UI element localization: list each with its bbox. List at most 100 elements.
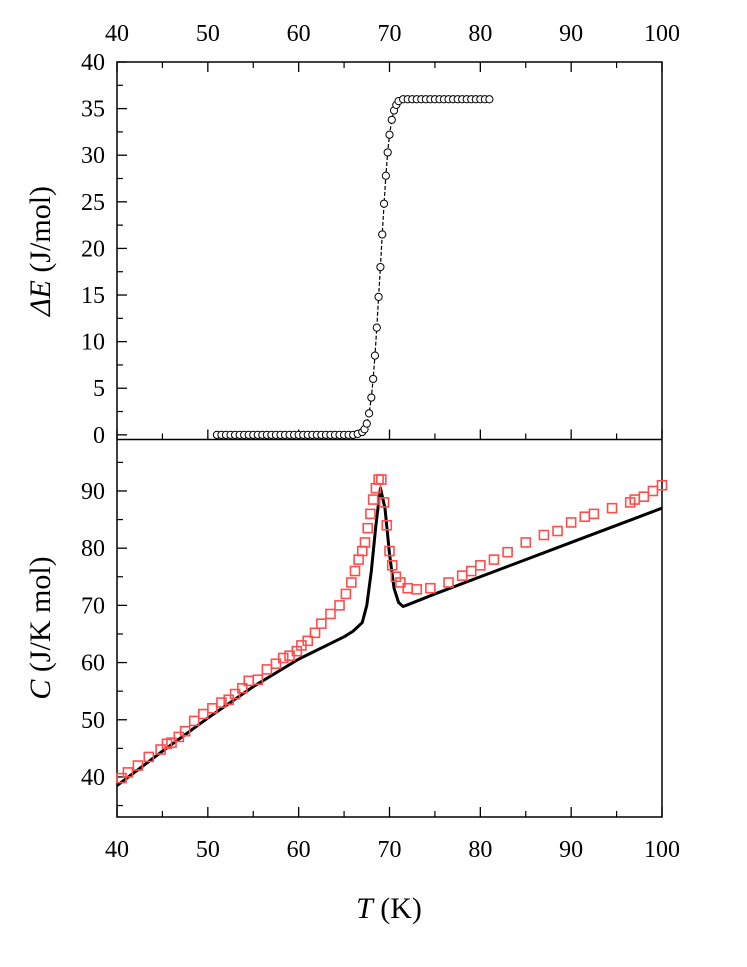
heat-capacity-data-point (588, 508, 600, 520)
delta-e-point (385, 130, 394, 139)
top-y-tick-label: 35 (81, 97, 105, 123)
x-tick-label-bottom: 60 (287, 837, 311, 863)
heat-capacity-data-point (132, 760, 144, 771)
heat-capacity-data-point (316, 618, 327, 629)
heat-capacity-data-point (356, 545, 368, 557)
top-panel-data (212, 95, 494, 439)
delta-e-point (362, 419, 371, 428)
delta-e-point (374, 292, 383, 301)
x-tick-label-top: 80 (468, 21, 492, 47)
top-ylabel-unit: (J/mol) (24, 186, 57, 280)
x-tick-label-bottom: 80 (468, 837, 492, 863)
heat-capacity-data-point (488, 554, 500, 565)
x-tick-label-bottom: 40 (105, 837, 129, 863)
heat-capacity-data-point (367, 494, 379, 505)
heat-capacity-data-point (302, 635, 314, 647)
top-y-tick-label: 5 (93, 376, 105, 402)
top-panel-y-axis-label: ΔE (J/mol) (24, 186, 57, 317)
bottom-panel-y-axis-label: C (J/K mol) (24, 556, 57, 699)
heat-capacity-data-point (325, 608, 336, 620)
heat-capacity-data-point (647, 485, 659, 497)
heat-capacity-data-point (207, 703, 218, 714)
heat-capacity-data-point (353, 554, 364, 565)
x-tick-label-top: 40 (105, 21, 129, 47)
x-tick-label-top: 100 (644, 21, 680, 47)
heat-capacity-data-point (252, 674, 264, 686)
delta-e-point (376, 262, 385, 272)
bottom-y-tick-label: 40 (81, 765, 105, 791)
heat-capacity-data-point (229, 688, 241, 700)
heat-capacity-data-point (425, 582, 436, 594)
heat-capacity-data-point (155, 744, 166, 755)
heat-capacity-data-point (502, 546, 513, 558)
bottom-y-tick-label: 70 (81, 593, 105, 619)
heat-capacity-data-point (579, 511, 591, 523)
xlabel-main: T (356, 892, 375, 925)
bottom-ylabel-unit: (J/K mol) (24, 556, 57, 679)
heat-capacity-data-point (122, 767, 134, 778)
heat-capacity-data-point (237, 683, 248, 694)
heat-capacity-data-point (188, 715, 200, 727)
heat-capacity-data-point (365, 508, 376, 520)
heat-capacity-data-point (359, 537, 371, 548)
heat-capacity-data-point (378, 497, 390, 508)
x-tick-label-top: 50 (196, 21, 220, 47)
bottom-y-tick-label: 80 (81, 536, 105, 562)
bottom-y-tick-label: 50 (81, 708, 105, 734)
delta-e-point (383, 148, 392, 157)
heat-capacity-data-point (173, 731, 185, 743)
heat-capacity-data-point (465, 565, 477, 577)
heat-capacity-calculated-line (116, 486, 663, 787)
heat-capacity-data-point (362, 522, 374, 534)
x-tick-label-bottom: 100 (644, 837, 680, 863)
delta-e-point (364, 409, 374, 418)
delta-e-point (379, 199, 389, 208)
top-y-tick-label: 0 (93, 423, 105, 449)
heat-capacity-data-point (381, 519, 393, 531)
delta-e-point (369, 374, 378, 384)
delta-e-point (387, 115, 396, 124)
heat-capacity-data-point (216, 697, 227, 708)
xlabel-unit: (K) (373, 892, 422, 925)
bottom-panel-data (116, 474, 668, 787)
heat-capacity-data-point (340, 588, 352, 600)
heat-capacity-data-point (656, 479, 668, 491)
heat-capacity-data-point (346, 577, 357, 588)
delta-e-point (485, 95, 494, 104)
heat-capacity-data-point (411, 584, 423, 595)
heat-capacity-data-point (143, 751, 155, 763)
bottom-ylabel-main: C (24, 679, 57, 700)
heat-capacity-data-point (538, 529, 550, 541)
heat-capacity-data-point (166, 737, 177, 748)
x-axis-label: T (K) (356, 892, 422, 925)
heat-capacity-data-point (349, 565, 361, 577)
tick-labels: 40 50 60 70 80 90 100 40 50 60 70 80 90 100 0 5 10 15 20 25… (81, 21, 680, 863)
delta-e-connecting-line (216, 98, 490, 436)
heat-capacity-data-point (277, 652, 289, 664)
top-y-tick-label: 15 (81, 283, 105, 309)
top-y-tick-label: 30 (81, 143, 105, 169)
top-y-tick-label: 25 (81, 190, 105, 216)
heat-capacity-data-point (565, 517, 577, 528)
x-tick-label-top: 70 (378, 21, 402, 47)
top-y-tick-label: 20 (81, 236, 105, 262)
heat-capacity-data-point (309, 627, 321, 639)
heat-capacity-data-point (197, 708, 209, 720)
x-tick-label-bottom: 90 (559, 837, 583, 863)
heat-capacity-data-point (456, 570, 468, 581)
bottom-y-tick-label: 60 (81, 651, 105, 677)
heat-capacity-data-point (552, 525, 563, 537)
x-tick-label-top: 90 (559, 21, 583, 47)
heat-capacity-data-point (223, 694, 235, 706)
heat-capacity-data-point (384, 545, 395, 557)
heat-capacity-data-point (395, 577, 406, 588)
heat-capacity-data-point (376, 474, 387, 485)
heat-capacity-data-point (606, 502, 618, 514)
heat-capacity-data-point (179, 725, 191, 737)
heat-capacity-data-point (443, 577, 454, 588)
x-tick-label-bottom: 50 (196, 837, 220, 863)
top-y-tick-label: 40 (81, 50, 105, 76)
x-tick-label-top: 60 (287, 21, 311, 47)
heat-capacity-data-point (386, 560, 398, 571)
heat-capacity-data-point (475, 560, 486, 571)
